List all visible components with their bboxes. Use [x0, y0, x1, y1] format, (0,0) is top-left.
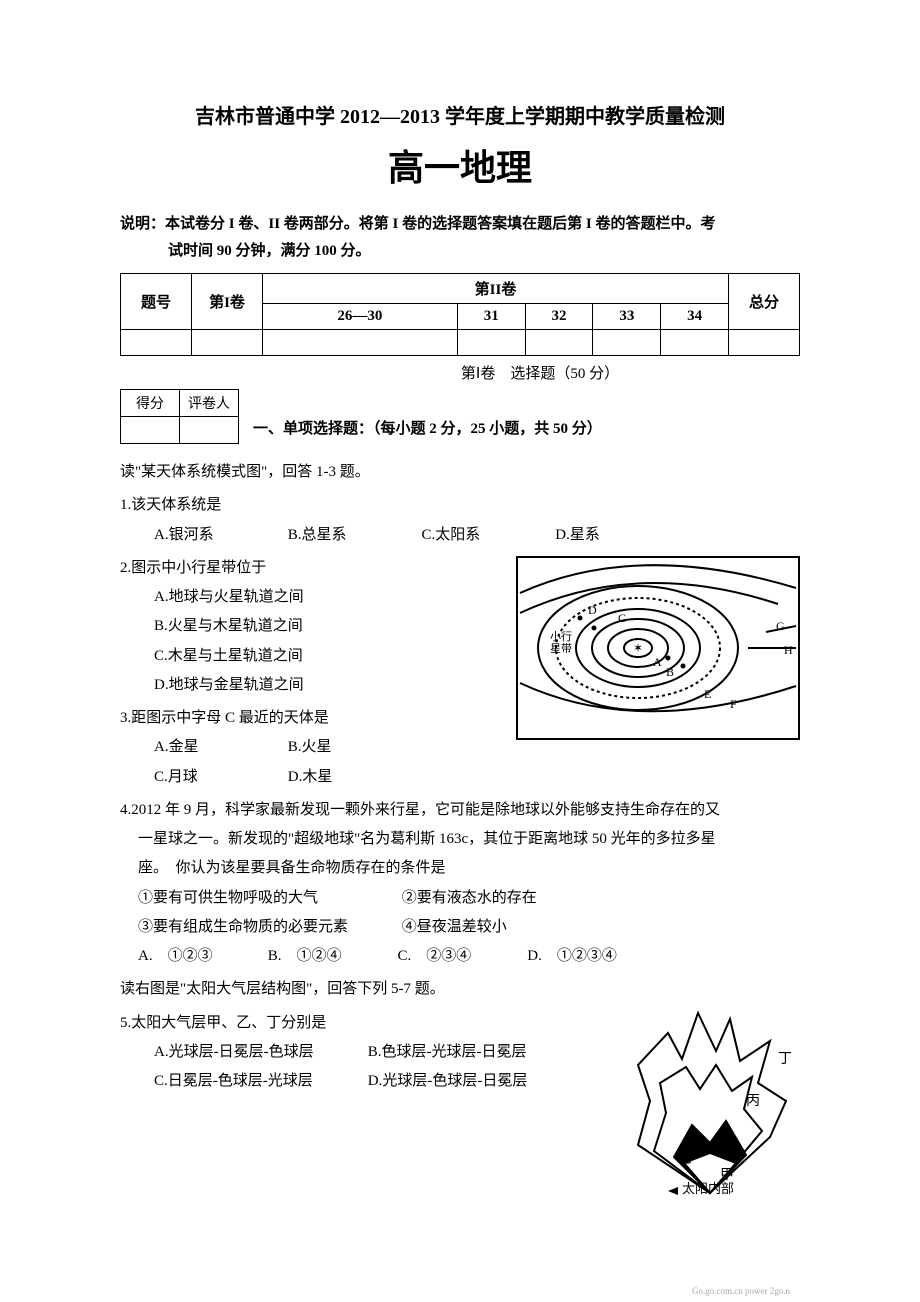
mc-heading: 一、单项选择题：（每小题 2 分，25 小题，共 50 分）: [239, 389, 602, 438]
exam-title-line1: 吉林市普通中学 2012—2013 学年度上学期期中教学质量检测: [120, 100, 800, 129]
q1-c: C.太阳系: [422, 521, 552, 550]
section1-title: 第Ⅰ卷 选择题（50 分）: [280, 362, 800, 383]
solar-system-diagram: ✶ A B C D E F G H 小行 星带: [516, 556, 800, 740]
footer-watermark: Go.go.com.cn power 2go.n: [692, 1286, 790, 1296]
instructions-prefix: 说明：: [120, 216, 165, 232]
instructions-line1: 本试卷分 I 卷、II 卷两部分。将第 I 卷的选择题答案填在题后第 I 卷的答…: [165, 216, 715, 232]
exam-page: 吉林市普通中学 2012—2013 学年度上学期期中教学质量检测 高一地理 说明…: [0, 0, 920, 1302]
q4-c: C. ②③④: [398, 942, 524, 971]
q5-d: D.光球层-色球层-日冕层: [368, 1073, 528, 1089]
body-text: 读"某天体系统模式图"，回答 1-3 题。 1.该天体系统是 A.银河系 B.总…: [120, 458, 800, 1195]
q4-cond3: ③要有组成生命物质的必要元素: [138, 913, 398, 942]
q1-b: B.总星系: [288, 521, 418, 550]
p2-col-2: 32: [525, 304, 593, 330]
col-total: 总分: [729, 274, 800, 330]
instructions-line2: 试时间 90 分钟，满分 100 分。: [120, 238, 800, 265]
svg-text:A: A: [653, 655, 662, 669]
q1-a: A.银河系: [154, 521, 284, 550]
svg-text:G: G: [776, 619, 785, 633]
exam-title-line2: 高一地理: [120, 139, 800, 191]
scorer-table: 得分 评卷人: [120, 389, 239, 444]
svg-text:F: F: [730, 697, 737, 711]
svg-text:H: H: [784, 643, 793, 657]
q4-d: D. ①②③④: [527, 942, 653, 971]
p2-col-1: 31: [457, 304, 525, 330]
q4-b: B. ①②④: [268, 942, 394, 971]
svg-text:小行: 小行: [550, 630, 572, 643]
svg-text:C: C: [618, 611, 626, 625]
sun-atmosphere-diagram: 丁 丙 乙 甲 太阳内部: [620, 1005, 800, 1195]
q4-cond4: ④昼夜温差较小: [402, 919, 507, 935]
q5-c: C.日冕层-色球层-光球层: [154, 1067, 364, 1096]
q4-stem-l3: 座。 你认为该星要具备生命物质存在的条件是: [120, 854, 800, 883]
svg-text:D: D: [588, 603, 597, 617]
q4-stem-l1: 4.2012 年 9 月，科学家最新发现一颗外来行星，它可能是除地球以外能够支持…: [120, 796, 800, 825]
q5-a: A.光球层-日冕层-色球层: [154, 1038, 364, 1067]
passage2: 读右图是"太阳大气层结构图"，回答下列 5-7 题。: [120, 975, 800, 1004]
score-blank: [121, 330, 192, 356]
scorer-score-label: 得分: [121, 390, 180, 417]
col-question-no: 题号: [121, 274, 192, 330]
q3-b: B.火星: [288, 733, 418, 762]
q3-opts: A.金星 B.火星 C.月球 D.木星: [120, 733, 800, 792]
p2-col-0: 26—30: [263, 304, 458, 330]
q4-conds: ①要有可供生物呼吸的大气 ②要有液态水的存在 ③要有组成生命物质的必要元素 ④昼…: [120, 884, 800, 943]
instructions: 说明：本试卷分 I 卷、II 卷两部分。将第 I 卷的选择题答案填在题后第 I …: [120, 211, 800, 265]
scorer-marker-label: 评卷人: [180, 390, 239, 417]
svg-text:✶: ✶: [633, 641, 643, 655]
p2-col-4: 34: [661, 304, 729, 330]
q1-stem: 1.该天体系统是: [120, 491, 800, 520]
p2-col-3: 33: [593, 304, 661, 330]
q1-d: D.星系: [555, 521, 685, 550]
svg-text:B: B: [666, 665, 674, 679]
q5-b: B.色球层-光球层-日冕层: [368, 1044, 527, 1060]
svg-text:E: E: [704, 687, 711, 701]
label-yi: 乙: [678, 1151, 692, 1167]
q4-stem-l2: 一星球之一。新发现的"超级地球"名为葛利斯 163c，其位于距离地球 50 光年…: [120, 825, 800, 854]
label-inner: 太阳内部: [682, 1181, 734, 1195]
label-bing: 丙: [746, 1094, 760, 1109]
q4-cond2: ②要有液态水的存在: [402, 890, 537, 906]
score-table: 题号 第I卷 第II卷 总分 26—30 31 32 33 34: [120, 273, 800, 356]
svg-text:星带: 星带: [550, 642, 572, 655]
q4-cond1: ①要有可供生物呼吸的大气: [138, 884, 398, 913]
q4-opts: A. ①②③ B. ①②④ C. ②③④ D. ①②③④: [120, 942, 800, 971]
q4-a: A. ①②③: [138, 942, 264, 971]
passage1: 读"某天体系统模式图"，回答 1-3 题。: [120, 458, 800, 487]
label-ding: 丁: [778, 1052, 792, 1067]
col-paper2: 第II卷: [263, 274, 729, 304]
q1-opts: A.银河系 B.总星系 C.太阳系 D.星系: [120, 521, 800, 550]
col-paper1: 第I卷: [192, 274, 263, 330]
q3-a: A.金星: [154, 733, 284, 762]
q3-c: C.月球: [154, 763, 284, 792]
scorer-row: 得分 评卷人 一、单项选择题：（每小题 2 分，25 小题，共 50 分）: [120, 389, 800, 444]
q3-d: D.木星: [288, 763, 418, 792]
